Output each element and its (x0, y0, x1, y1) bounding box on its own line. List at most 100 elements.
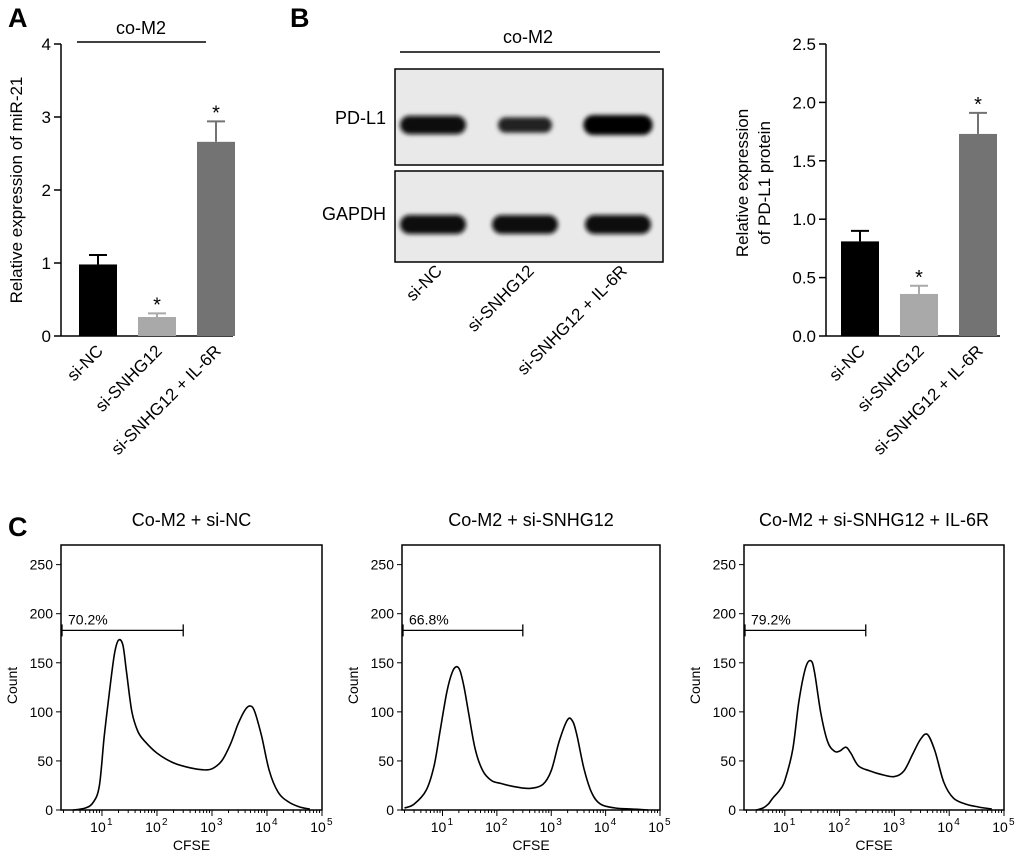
x-category-label-b: si-NC (825, 341, 868, 384)
y-axis-label-c1: Count (4, 667, 20, 704)
y-tick-label-c3: 250 (713, 557, 737, 573)
x-tick-label-c2: 10 (539, 819, 555, 835)
y-tick-label-a: 3 (42, 108, 51, 127)
y-tick-label-c2: 50 (378, 753, 394, 769)
y-tick-label-c2: 250 (371, 557, 395, 573)
y-tick-label-b: 0.5 (792, 269, 816, 288)
histogram-curve-c3 (755, 659, 992, 811)
blot-title: co-M2 (503, 27, 553, 47)
y-tick-label-a: 4 (42, 35, 51, 54)
y-axis-label-a: Relative expression of miR-21 (7, 77, 26, 304)
blot-band-gapdh (400, 215, 466, 234)
histogram-c3: Co-M2 + si-SNHG12 + IL-6R 0 50 100 150 200 250… (687, 510, 1015, 853)
x-tick-exponent-c1: 1 (107, 817, 113, 828)
x-tick-exponent-c3: 2 (845, 817, 851, 828)
panel-letter-b: B (290, 3, 310, 33)
x-tick-label-c2: 10 (594, 819, 610, 835)
y-tick-label-c1: 50 (37, 753, 53, 769)
significance-star-a: * (212, 102, 220, 124)
x-tick-label-c3: 10 (937, 819, 953, 835)
x-axis-label-c1: CFSE (173, 837, 210, 853)
western-blot: co-M2 PD-L1 GAPDH si-NC si-SNHG12si-SNHG1… (322, 27, 664, 379)
x-tick-label-c2: 10 (431, 819, 447, 835)
x-tick-label-c1: 10 (200, 819, 216, 835)
y-tick-label-b: 2.0 (792, 93, 816, 112)
y-tick-label-c1: 0 (45, 802, 53, 818)
gate-percentage-c2: 66.8% (409, 611, 449, 627)
histogram-title-c1: Co-M2 + si-NC (132, 510, 252, 530)
plot-frame-c3 (743, 544, 1005, 811)
histogram-title-c3: Co-M2 + si-SNHG12 + IL-6R (759, 510, 989, 530)
x-axis-label-c2: CFSE (512, 837, 549, 853)
chart-b-pdl1: Relative expression of PD-L1 protein 0.0… (733, 35, 1000, 459)
x-tick-label-c1: 10 (145, 819, 161, 835)
x-tick-exponent-c2: 1 (447, 817, 453, 828)
histogram-title-c2: Co-M2 + si-SNHG12 (448, 510, 614, 530)
x-tick-exponent-c2: 3 (556, 817, 562, 828)
y-tick-label-c2: 150 (371, 655, 395, 671)
x-tick-label-c1: 10 (310, 819, 326, 835)
blot-band-label-gapdh: GAPDH (322, 204, 386, 224)
x-tick-label-c3: 10 (773, 819, 789, 835)
y-axis-label-b-line2: of PD-L1 protein (755, 121, 774, 245)
x-tick-exponent-c1: 4 (272, 817, 278, 828)
x-tick-exponent-c2: 4 (611, 817, 617, 828)
gate-percentage-c3: 79.2% (751, 611, 791, 627)
plot-frame-c1 (60, 544, 323, 811)
x-category-label-b: si-SNHG12 + IL-6R (870, 341, 987, 458)
significance-star-b: * (915, 267, 923, 289)
x-tick-exponent-c3: 4 (954, 817, 960, 828)
blot-band-label-pdl1: PD-L1 (335, 108, 386, 128)
x-tick-exponent-c2: 2 (502, 817, 508, 828)
histogram-curve-c2 (404, 665, 648, 811)
x-tick-exponent-c2: 5 (665, 817, 671, 828)
x-tick-label-c3: 10 (828, 819, 844, 835)
y-tick-label-c3: 100 (713, 704, 737, 720)
blot-band-pdl1 (400, 115, 466, 135)
y-tick-label-c1: 150 (30, 655, 54, 671)
x-tick-label-c2: 10 (648, 819, 664, 835)
significance-star-b: * (974, 94, 982, 116)
y-tick-label-a: 0 (42, 327, 51, 346)
y-tick-label-c1: 200 (30, 606, 54, 622)
x-tick-exponent-c1: 5 (327, 817, 333, 828)
y-axis-label-c2: Count (345, 667, 361, 704)
x-tick-label-c1: 10 (255, 819, 271, 835)
y-tick-label-c3: 150 (713, 655, 737, 671)
x-category-label-a: si-NC (63, 341, 106, 384)
bar-b (841, 241, 879, 336)
blot-lane-label: si-NC (402, 261, 445, 304)
y-tick-label-c1: 100 (30, 704, 54, 720)
x-tick-exponent-c3: 3 (899, 817, 905, 828)
y-tick-label-c2: 0 (386, 802, 394, 818)
blot-band-pdl1 (497, 117, 553, 133)
blot-band-gapdh (585, 215, 651, 234)
group-label-a: co-M2 (116, 18, 166, 38)
y-tick-label-c3: 0 (728, 802, 736, 818)
y-axis-label-b-line1: Relative expression (733, 109, 752, 257)
x-tick-exponent-c3: 1 (790, 817, 796, 828)
y-tick-label-b: 1.0 (792, 210, 816, 229)
panel-letter-a: A (8, 3, 28, 33)
plot-frame-c2 (401, 544, 661, 811)
bar-a (138, 317, 176, 336)
x-tick-label-c3: 10 (883, 819, 899, 835)
y-tick-label-a: 2 (42, 181, 51, 200)
y-tick-label-b: 0.0 (792, 327, 816, 346)
bar-a (79, 264, 117, 336)
significance-star-a: * (153, 294, 161, 316)
y-tick-label-c3: 200 (713, 606, 737, 622)
y-tick-label-c3: 50 (720, 753, 736, 769)
x-category-label-a: si-SNHG12 + IL-6R (108, 341, 225, 458)
x-tick-label-c2: 10 (485, 819, 501, 835)
bar-b (959, 133, 997, 336)
y-axis-label-c3: Count (687, 667, 703, 704)
blot-band-pdl1 (583, 115, 653, 135)
chart-a-mir21: co-M2 Relative expression of miR-21 0 1 2 3… (7, 18, 235, 459)
gate-percentage-c1: 70.2% (68, 611, 108, 627)
bar-a (197, 141, 235, 336)
blot-lane-label: si-SNHG12 (464, 261, 538, 335)
